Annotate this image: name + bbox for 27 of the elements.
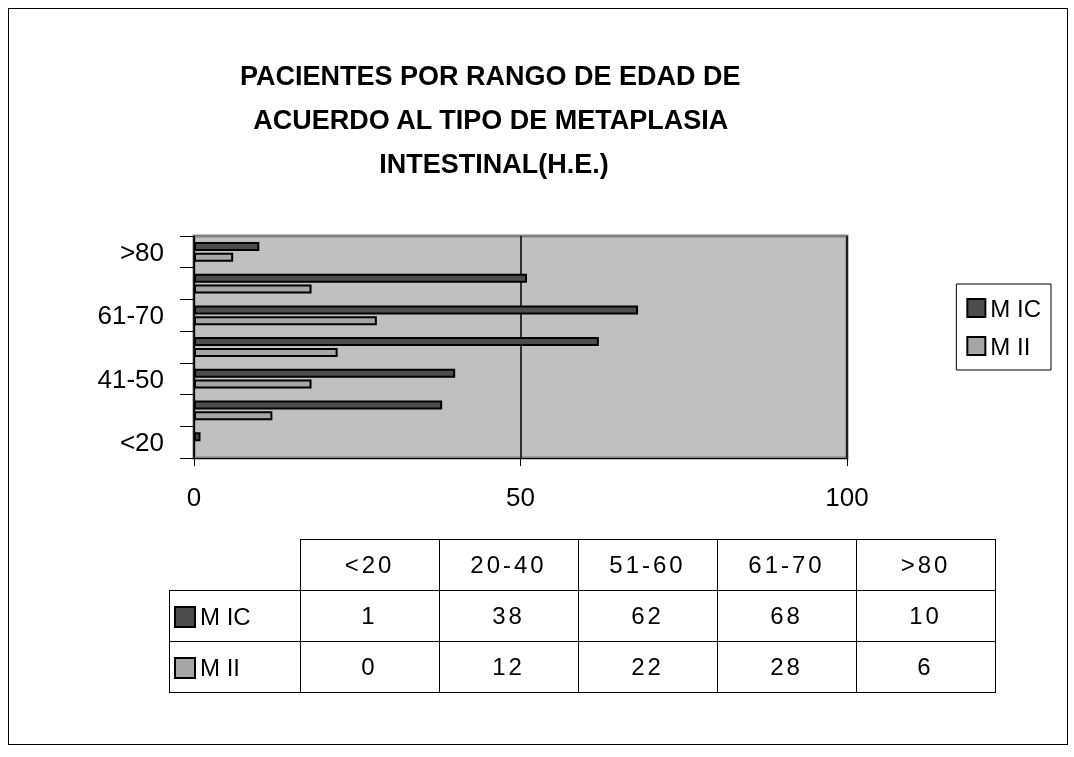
y-tick-label: 41-50: [97, 363, 164, 394]
data-label: 10: [856, 590, 995, 642]
y-tick-label: 61-70: [97, 300, 164, 331]
category-label: 51-60: [578, 539, 717, 591]
category-label: <20: [300, 539, 439, 591]
category-label: 20-40: [439, 539, 578, 591]
chart-title: PACIENTES POR RANGO DE EDAD DE ACUERDO AL TIPO DE METAPLASIA INTESTINAL(H.E.): [239, 61, 749, 179]
data-label: 6: [856, 641, 995, 693]
data-label: 0: [300, 641, 439, 693]
legend-label: M IC: [200, 602, 251, 630]
data-label: 22: [578, 641, 717, 693]
data-label: 28: [717, 641, 856, 693]
data-label: 38: [439, 590, 578, 642]
category-label: >80: [856, 539, 995, 591]
x-tick-label: 100: [825, 482, 869, 512]
data-label: 68: [717, 590, 856, 642]
legend-label: M IC: [990, 294, 1042, 322]
legend-label: M II: [200, 653, 240, 681]
data-label: 1: [300, 590, 439, 642]
data-label: 62: [578, 590, 717, 642]
category-label: 61-70: [717, 539, 856, 591]
x-tick-label: 50: [506, 482, 535, 512]
data-label: 12: [439, 641, 578, 693]
y-tick-label: >80: [119, 236, 164, 267]
legend-label: M II: [990, 332, 1031, 360]
x-tick-label: 0: [186, 482, 202, 512]
y-tick-label: <20: [119, 427, 164, 458]
